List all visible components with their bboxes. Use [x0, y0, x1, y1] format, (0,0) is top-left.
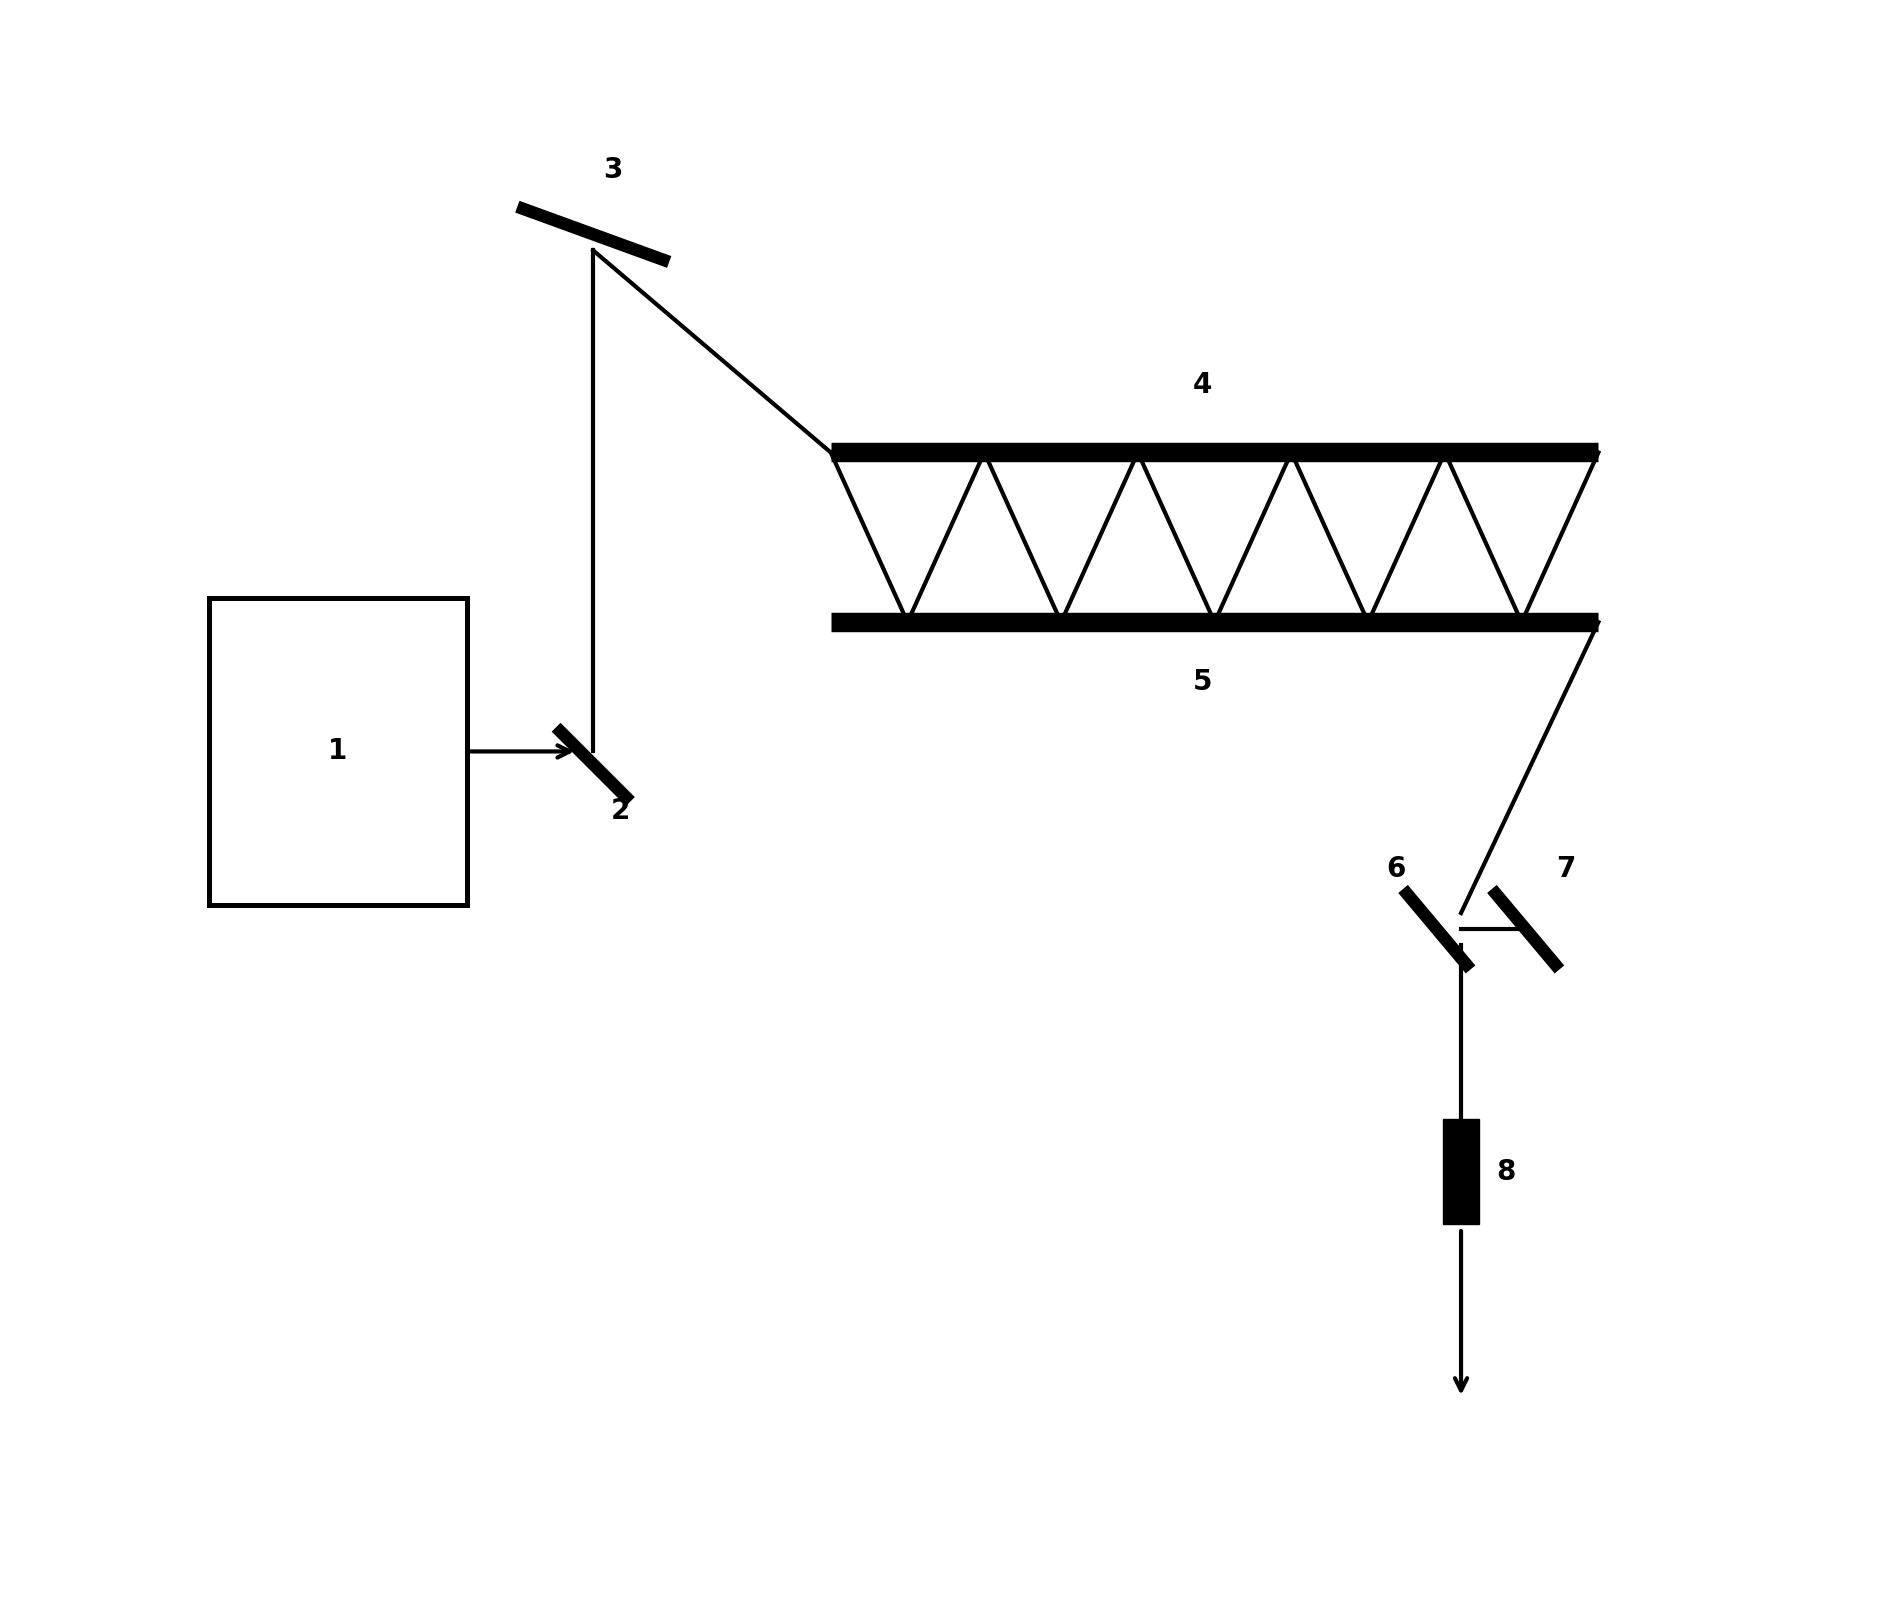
Text: 2: 2: [611, 797, 630, 826]
Text: 6: 6: [1386, 855, 1405, 884]
Text: 8: 8: [1497, 1157, 1516, 1186]
Text: 7: 7: [1556, 855, 1577, 884]
Text: 1: 1: [327, 737, 348, 766]
Bar: [1443, 1118, 1479, 1225]
Text: 5: 5: [1192, 667, 1213, 696]
Text: 4: 4: [1192, 370, 1213, 399]
Text: 3: 3: [604, 155, 623, 184]
Bar: [209, 598, 466, 905]
